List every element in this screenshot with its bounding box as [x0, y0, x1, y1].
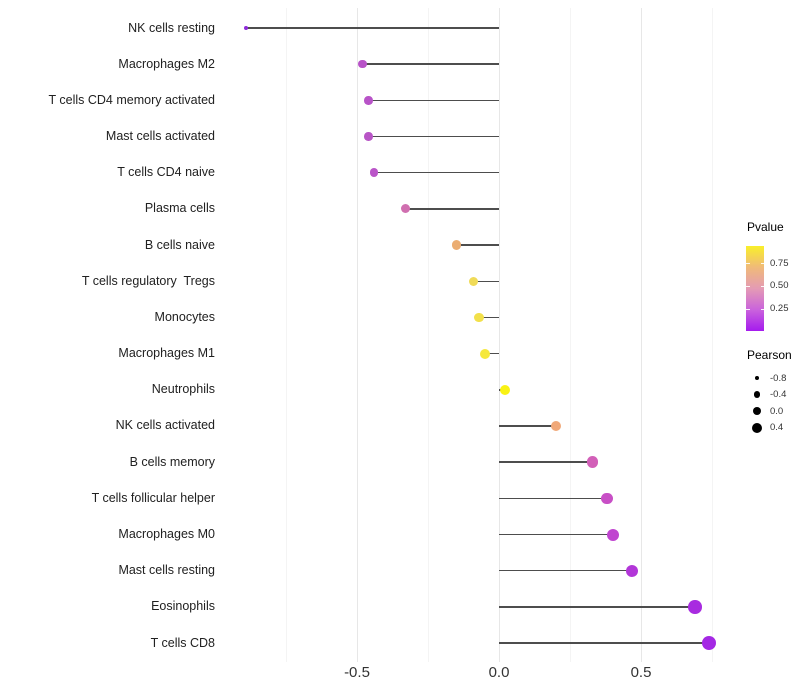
y-axis-label: Macrophages M0 — [118, 527, 215, 542]
pvalue-gradient-bar — [746, 246, 764, 331]
gridline-minor — [285, 8, 287, 662]
plot-panel — [222, 8, 735, 662]
gridline-minor — [711, 8, 713, 662]
pvalue-bar-tick-left — [746, 263, 750, 265]
lollipop-dot — [468, 276, 479, 286]
y-axis-label: T cells follicular helper — [91, 490, 215, 505]
pvalue-bar-tick-right — [760, 308, 764, 311]
gridline-minor — [427, 8, 429, 662]
gridline-major — [498, 8, 500, 662]
y-axis-label: Monocytes — [154, 309, 215, 324]
lollipop-stem — [499, 425, 556, 427]
lollipop-stem — [405, 208, 499, 210]
y-axis-label: B cells memory — [129, 454, 215, 469]
lollipop-stem — [246, 27, 499, 29]
lollipop-dot — [606, 528, 619, 541]
lollipop-dot — [586, 456, 599, 468]
y-axis-label: Macrophages M1 — [118, 346, 215, 361]
lollipop-stem — [499, 461, 593, 463]
legend-pvalue: Pvalue 0.75 0.50 0.25 — [744, 220, 800, 345]
pearson-size-dot — [753, 391, 761, 398]
pvalue-tick-label: 0.25 — [770, 303, 789, 315]
pearson-tick-label: 0.4 — [770, 422, 784, 433]
y-axis-label: Neutrophils — [151, 382, 215, 397]
lollipop-dot — [400, 204, 410, 214]
pearson-tick-label: -0.8 — [770, 372, 787, 384]
pvalue-legend-title: Pvalue — [747, 220, 784, 234]
pearson-legend-title: Pearson — [747, 348, 792, 362]
lollipop-stem — [362, 63, 499, 65]
lollipop-dot — [358, 59, 367, 69]
x-axis-tick-label: 0.0 — [488, 664, 510, 681]
lollipop-stem — [484, 352, 499, 355]
lollipop-dot — [479, 348, 490, 359]
y-axis-label: B cells naive — [144, 237, 215, 252]
lollipop-stem — [499, 533, 613, 536]
lollipop-dot — [499, 384, 510, 395]
pvalue-bar-tick-right — [760, 285, 764, 288]
lollipop-dot — [244, 26, 249, 30]
pvalue-tick-label: 0.50 — [770, 280, 789, 292]
gridline-major — [640, 8, 642, 662]
lollipop-stem — [499, 642, 710, 644]
pearson-tick-label: 0.0 — [770, 405, 784, 417]
y-axis-label: Macrophages M2 — [118, 56, 215, 71]
y-axis-label: T cells CD4 naive — [117, 165, 215, 180]
pearson-size-dot — [752, 406, 762, 416]
pearson-size-dot — [752, 422, 762, 433]
lollipop-dot — [369, 168, 379, 177]
x-axis-tick-label: -0.5 — [344, 664, 370, 681]
lollipop-dot — [364, 132, 373, 141]
gridline-minor — [569, 8, 571, 662]
y-axis-label: NK cells resting — [128, 20, 215, 35]
lollipop-dot — [474, 312, 484, 323]
y-axis-label: T cells regulatory Tregs — [81, 273, 215, 288]
lollipop-dot — [626, 564, 639, 577]
gridline-major — [356, 8, 358, 662]
lollipop-stem — [479, 316, 499, 319]
legend-pearson: Pearson -0.8 -0.4 0.0 0.4 — [744, 348, 800, 443]
lollipop-dot — [702, 636, 717, 651]
y-axis-label: T cells CD8 — [150, 635, 215, 650]
lollipop-dot — [601, 492, 613, 505]
y-axis-label: Plasma cells — [144, 201, 215, 216]
pvalue-bar-tick-left — [746, 308, 750, 311]
lollipop-dot — [451, 240, 462, 250]
lollipop-stem — [374, 171, 499, 174]
y-axis-label: Mast cells resting — [118, 563, 215, 578]
lollipop-stem — [456, 244, 499, 246]
lollipop-stem — [499, 569, 633, 572]
y-axis-label: T cells CD4 memory activated — [48, 92, 216, 107]
y-axis-label: Eosinophils — [151, 599, 215, 614]
lollipop-stem — [473, 280, 499, 282]
lollipop-dot — [550, 420, 562, 432]
lollipop-dot — [688, 600, 702, 614]
x-axis-tick-label: 0.5 — [630, 664, 652, 681]
lollipop-stem — [368, 99, 499, 102]
pearson-size-dot — [754, 375, 760, 381]
pvalue-bar-tick-left — [746, 285, 750, 288]
lollipop-stem — [499, 497, 607, 500]
y-axis-label: Mast cells activated — [105, 129, 215, 144]
lollipop-stem — [368, 135, 499, 138]
lollipop-stem — [499, 606, 695, 608]
pearson-tick-label: -0.4 — [770, 389, 787, 400]
y-axis-label: NK cells activated — [115, 418, 215, 433]
pvalue-tick-label: 0.75 — [770, 257, 789, 269]
lollipop-dot — [364, 96, 373, 105]
pvalue-bar-tick-right — [760, 263, 764, 265]
